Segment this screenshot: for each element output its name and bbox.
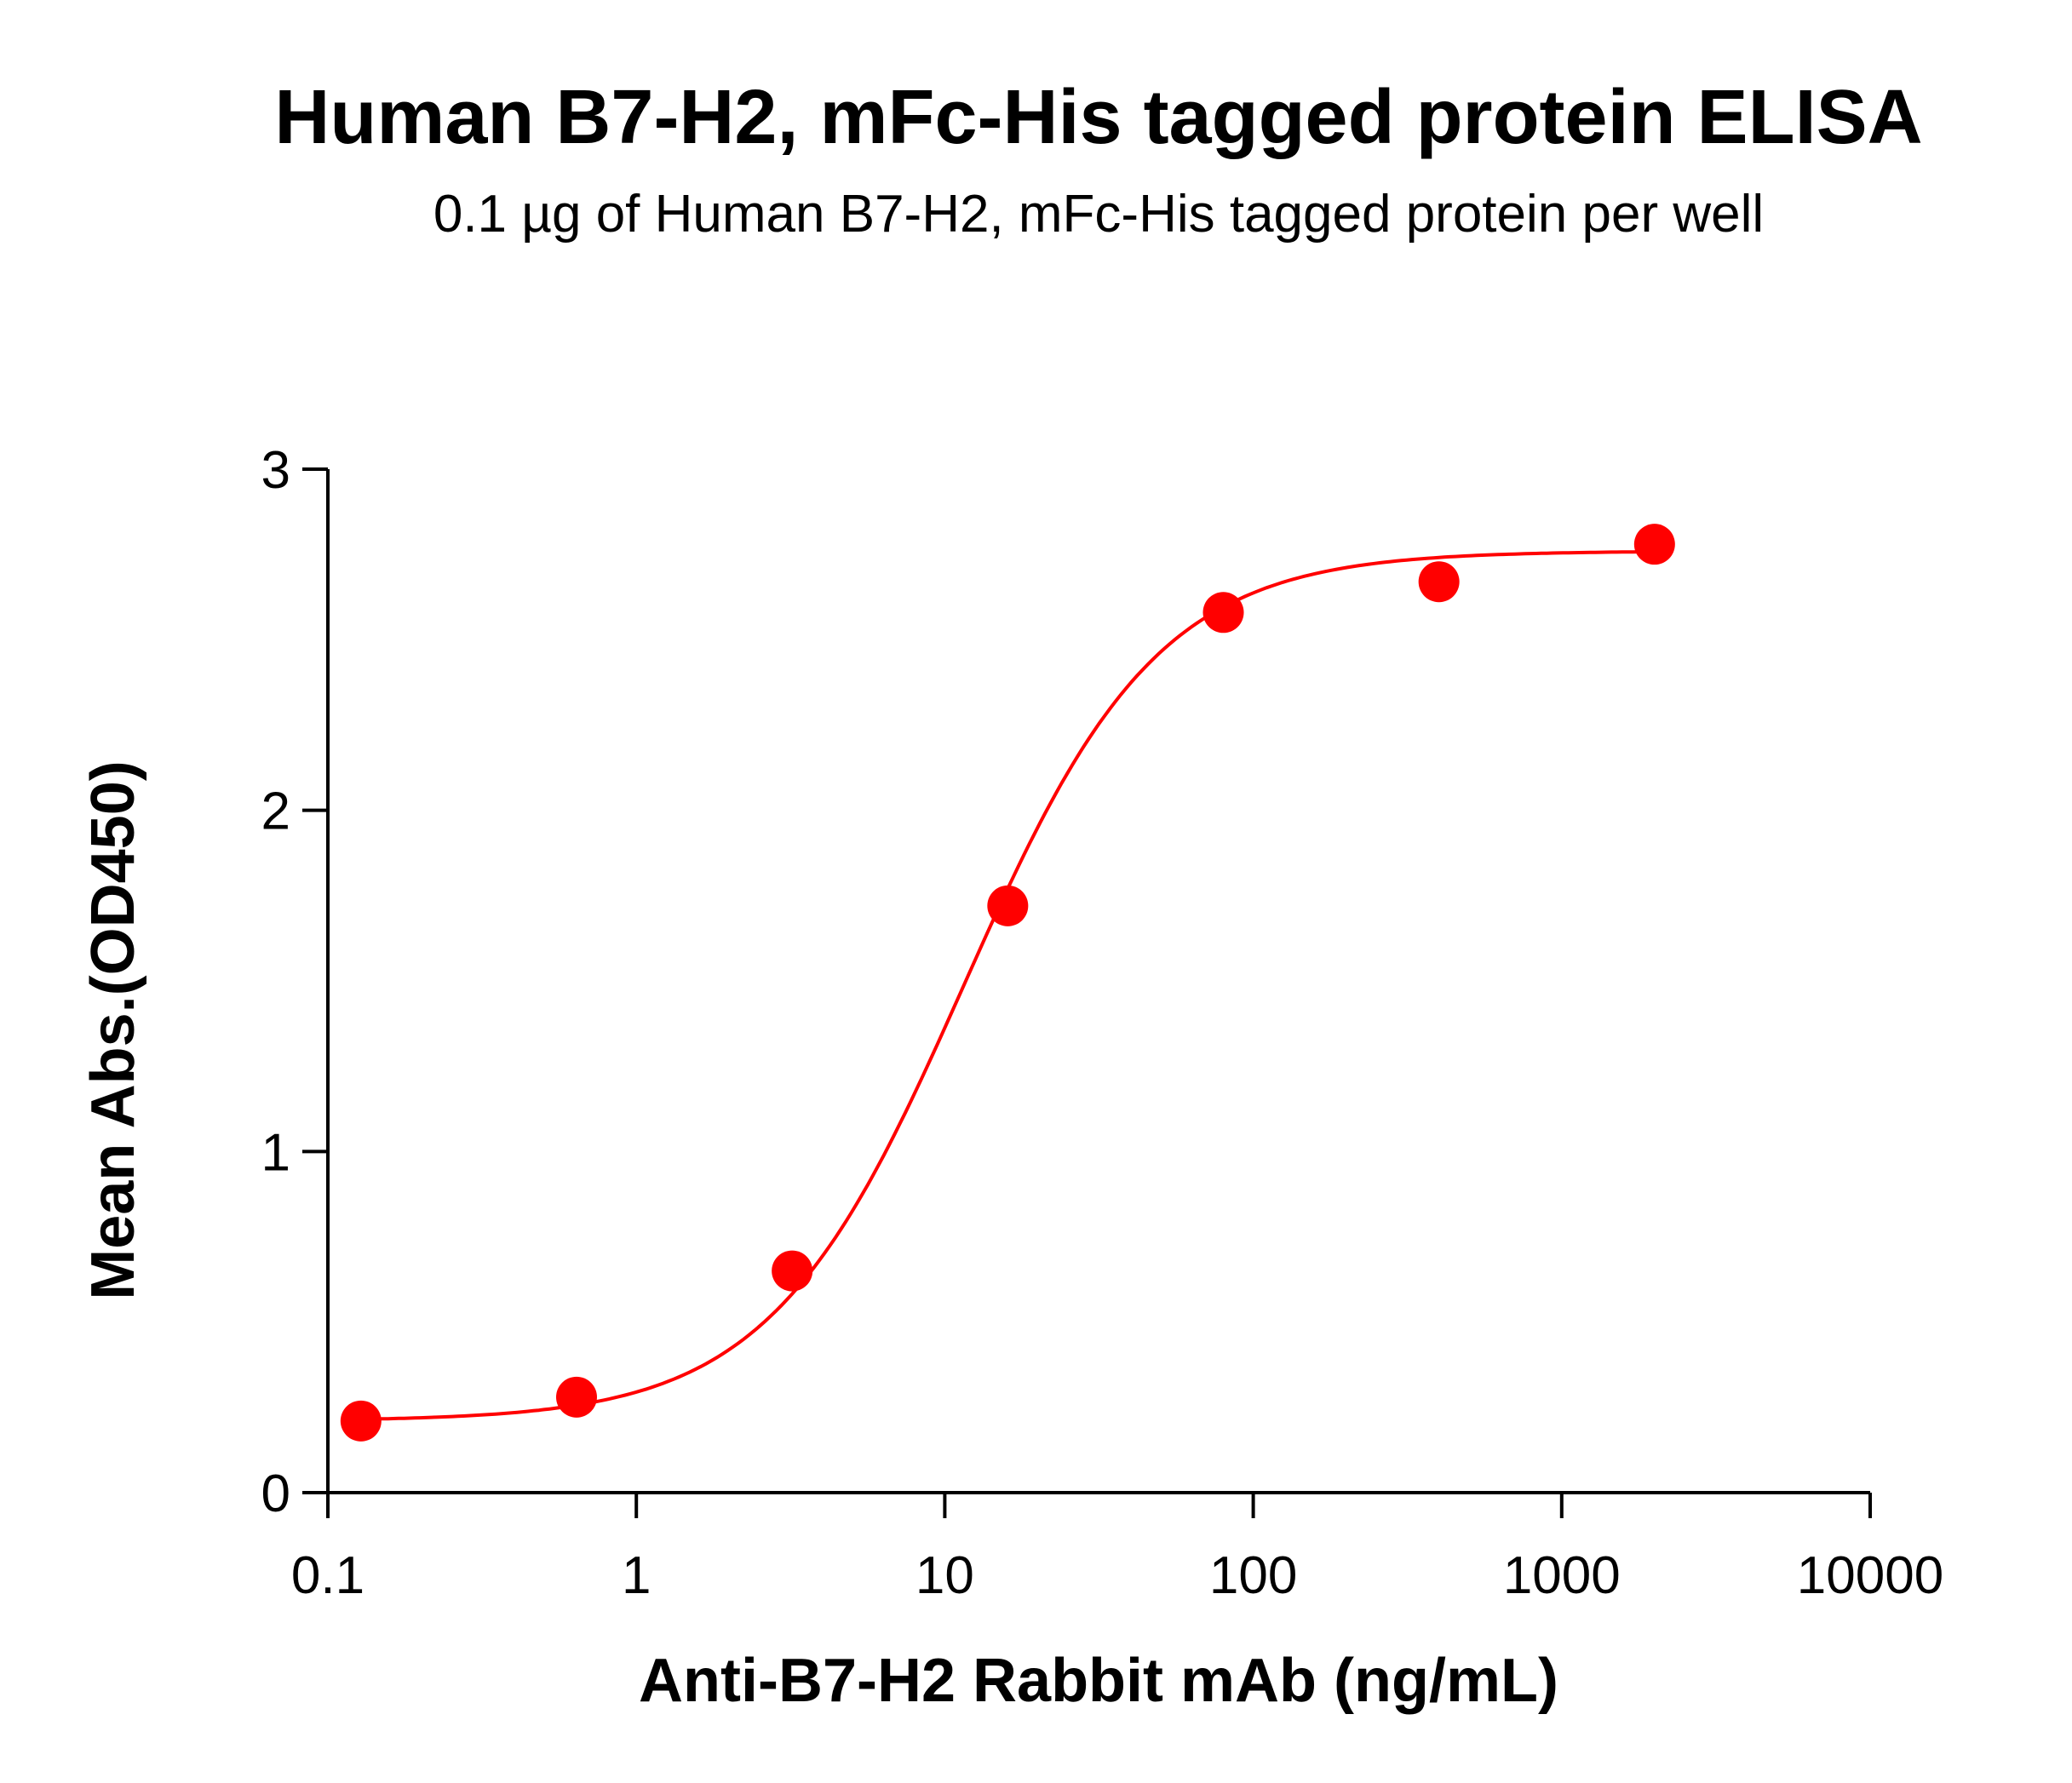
x-tick-label: 10000 (1797, 1546, 1943, 1605)
y-tick-label: 2 (261, 783, 290, 841)
y-tick-label: 0 (261, 1465, 290, 1523)
data-point (1418, 561, 1460, 603)
chart-title: Human B7-H2, mFc-His tagged protein ELIS… (274, 75, 1922, 160)
data-point (340, 1400, 382, 1442)
chart-subtitle: 0.1 µg of Human B7-H2, mFc-His tagged pr… (433, 185, 1764, 244)
x-tick-label: 0.1 (291, 1546, 364, 1605)
x-tick-label: 1 (622, 1546, 651, 1605)
data-point (1633, 524, 1675, 565)
y-axis: 0 1 2 3 (261, 441, 330, 1523)
data-point (1202, 592, 1244, 634)
x-tick-label: 100 (1209, 1546, 1297, 1605)
x-axis: 0.1 1 10 100 1000 10000 (291, 1491, 1943, 1605)
y-axis-label: Mean Abs.(OD450) (79, 760, 147, 1299)
data-point (555, 1376, 597, 1418)
plot-area (340, 524, 1675, 1442)
y-tick-label: 3 (261, 441, 290, 500)
data-point (987, 885, 1029, 926)
x-axis-label: Anti-B7-H2 Rabbit mAb (ng/mL) (639, 1647, 1558, 1715)
x-tick-label: 10 (915, 1546, 974, 1605)
x-tick-label: 1000 (1503, 1546, 1621, 1605)
fit-curve (360, 550, 1655, 1421)
y-tick-label: 1 (261, 1123, 290, 1182)
data-point (772, 1250, 813, 1292)
